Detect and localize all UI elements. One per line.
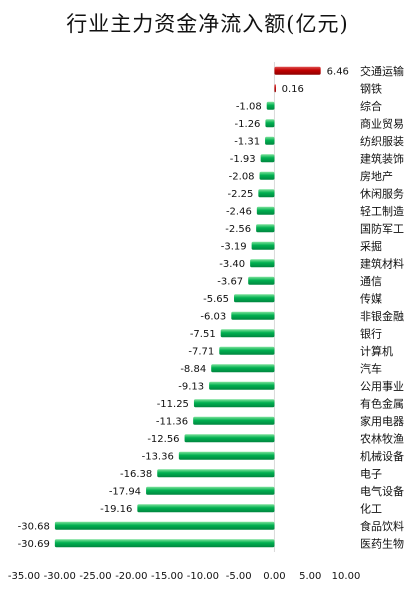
category-label: 国防军工 — [360, 221, 404, 235]
category-label: 轻工制造 — [360, 204, 404, 218]
data-label: 0.16 — [282, 84, 304, 95]
data-label: -11.36 — [156, 416, 188, 427]
bar — [260, 154, 275, 163]
bar — [137, 504, 275, 513]
category-label: 综合 — [360, 99, 382, 113]
x-tick-label: -5.00 — [226, 571, 252, 582]
x-tick-label: -15.00 — [151, 571, 183, 582]
category-label: 传媒 — [360, 292, 382, 305]
bar — [250, 259, 275, 268]
bar — [265, 119, 275, 128]
category-label: 食品饮料 — [360, 519, 404, 533]
category-label: 机械设备 — [360, 449, 404, 463]
x-tick-label: -35.00 — [8, 571, 40, 582]
data-label: -9.13 — [178, 381, 204, 392]
data-label: -16.38 — [120, 469, 152, 480]
bar — [248, 276, 275, 285]
bar — [193, 416, 275, 425]
bar — [157, 469, 275, 478]
bar — [54, 539, 275, 548]
data-label: -7.51 — [190, 329, 216, 340]
category-label: 钢铁 — [360, 82, 382, 95]
bar — [274, 66, 321, 75]
data-label: -2.56 — [225, 224, 251, 235]
category-label: 汽车 — [360, 361, 382, 375]
data-label: -12.56 — [147, 434, 179, 445]
category-label: 电子 — [360, 467, 382, 480]
category-label: 家用电器 — [360, 414, 404, 428]
category-label: 银行 — [360, 326, 382, 340]
category-label: 农林牧渔 — [360, 431, 404, 445]
bar — [274, 84, 276, 93]
category-label: 建筑材料 — [360, 256, 404, 270]
bar — [220, 329, 275, 338]
category-label: 有色金属 — [360, 396, 404, 410]
data-label: -3.19 — [221, 241, 247, 252]
data-label: -30.69 — [18, 539, 50, 550]
x-tick-label: -25.00 — [79, 571, 111, 582]
category-label: 公用事业 — [360, 380, 404, 393]
bar — [54, 521, 275, 530]
x-tick-label: -30.00 — [44, 571, 76, 582]
x-tick-label: 0.00 — [263, 571, 285, 582]
data-label: -2.25 — [227, 189, 253, 200]
data-label: 6.46 — [327, 66, 349, 77]
bar — [178, 451, 275, 460]
bar — [231, 311, 275, 320]
category-label: 纺织服装 — [360, 134, 404, 148]
bar — [209, 381, 275, 390]
bar — [256, 206, 275, 215]
data-label: -1.08 — [236, 101, 262, 112]
data-label: -30.68 — [18, 521, 50, 532]
data-label: -2.08 — [229, 171, 255, 182]
data-label: -1.26 — [235, 119, 261, 130]
x-tick-label: 5.00 — [299, 571, 321, 582]
x-tick-label: 10.00 — [332, 571, 361, 582]
category-label: 非银金融 — [360, 309, 404, 323]
bar — [234, 294, 275, 303]
data-label: -1.93 — [230, 154, 256, 165]
data-label: -5.65 — [203, 294, 229, 305]
category-label: 休闲服务 — [360, 186, 404, 200]
data-label: -3.67 — [217, 276, 243, 287]
data-label: -7.71 — [188, 346, 214, 357]
category-label: 化工 — [360, 501, 382, 515]
category-label: 房地产 — [360, 169, 393, 183]
category-label: 采掘 — [360, 239, 382, 253]
chart-title: 行业主力资金净流入额(亿元) — [66, 12, 349, 36]
category-label: 医药生物 — [360, 536, 404, 550]
data-label: -1.31 — [234, 136, 260, 147]
bar — [184, 434, 275, 443]
category-label: 通信 — [360, 275, 382, 288]
data-label: -17.94 — [109, 486, 141, 497]
category-label: 计算机 — [360, 344, 393, 358]
category-label: 电气设备 — [360, 484, 404, 498]
bar — [211, 364, 275, 373]
bar — [193, 399, 275, 408]
data-label: -2.46 — [226, 206, 252, 217]
bar — [256, 224, 275, 233]
data-label: -8.84 — [180, 364, 206, 375]
bar — [258, 189, 275, 198]
category-label: 商业贸易 — [360, 116, 404, 130]
data-label: -13.36 — [142, 451, 174, 462]
bar — [219, 346, 275, 355]
bar — [146, 486, 275, 495]
bar — [259, 171, 275, 180]
data-label: -3.40 — [219, 259, 245, 270]
bar — [266, 101, 275, 110]
bar — [251, 241, 275, 250]
category-label: 建筑装饰 — [360, 151, 404, 165]
category-label: 交通运输 — [360, 64, 404, 78]
x-tick-label: -10.00 — [187, 571, 219, 582]
data-label: -19.16 — [100, 504, 132, 515]
bar — [265, 136, 275, 145]
data-label: -6.03 — [200, 311, 226, 322]
x-tick-label: -20.00 — [115, 571, 147, 582]
data-label: -11.25 — [157, 399, 189, 410]
